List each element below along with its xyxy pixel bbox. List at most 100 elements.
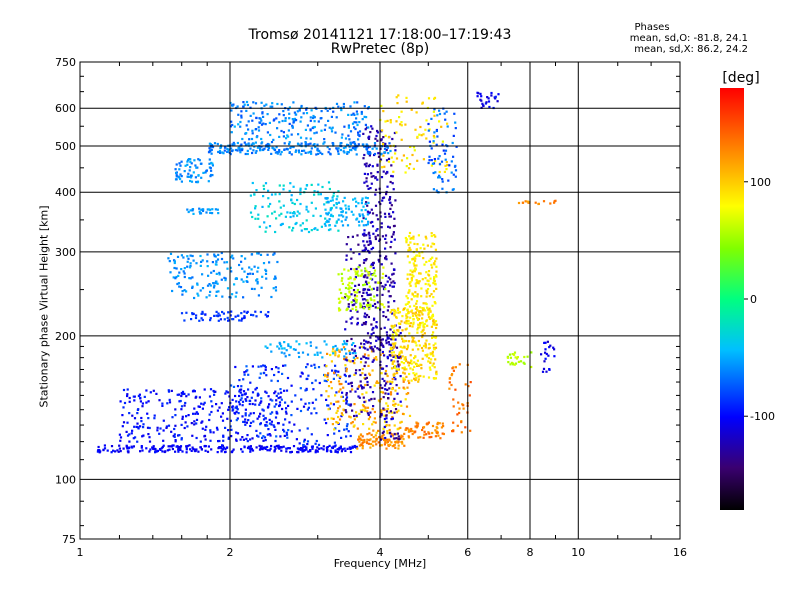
data-point bbox=[425, 119, 428, 122]
data-point bbox=[126, 388, 129, 391]
data-point bbox=[405, 368, 408, 371]
data-point bbox=[426, 353, 429, 356]
data-point bbox=[365, 224, 368, 227]
data-point bbox=[277, 370, 280, 374]
data-point bbox=[337, 147, 340, 150]
data-point bbox=[413, 312, 416, 315]
data-point bbox=[239, 151, 242, 154]
data-point bbox=[451, 430, 454, 433]
data-point bbox=[368, 307, 371, 311]
data-point bbox=[369, 305, 372, 308]
data-point bbox=[337, 273, 340, 276]
data-point bbox=[273, 210, 276, 213]
data-point bbox=[216, 142, 219, 146]
data-point bbox=[218, 271, 221, 274]
data-point bbox=[355, 153, 358, 156]
data-point bbox=[369, 303, 372, 306]
data-point bbox=[432, 296, 435, 299]
data-point bbox=[400, 404, 403, 407]
data-point bbox=[217, 290, 220, 293]
data-point bbox=[454, 388, 457, 391]
data-point bbox=[209, 388, 213, 391]
data-point bbox=[395, 120, 398, 123]
data-point bbox=[376, 171, 379, 174]
data-point bbox=[346, 151, 349, 154]
data-point bbox=[243, 310, 246, 313]
data-point bbox=[542, 367, 546, 370]
colorbar-tick-label: 100 bbox=[750, 176, 771, 189]
data-point bbox=[215, 294, 218, 297]
data-point bbox=[365, 148, 369, 151]
data-point bbox=[244, 418, 247, 421]
data-point bbox=[367, 354, 370, 357]
data-point bbox=[393, 324, 396, 327]
data-point bbox=[387, 397, 390, 400]
data-point bbox=[276, 151, 279, 154]
data-point bbox=[452, 173, 455, 176]
data-point bbox=[329, 214, 332, 217]
data-point bbox=[385, 382, 388, 385]
data-point bbox=[352, 112, 355, 115]
data-point bbox=[392, 285, 395, 288]
data-point bbox=[384, 283, 387, 286]
data-point bbox=[368, 237, 371, 240]
data-point bbox=[441, 140, 444, 143]
data-point bbox=[490, 91, 493, 95]
data-point bbox=[208, 147, 211, 150]
data-point bbox=[297, 149, 300, 152]
data-point bbox=[357, 274, 360, 277]
data-point bbox=[431, 256, 434, 259]
data-point bbox=[414, 128, 417, 131]
data-point bbox=[310, 109, 313, 112]
data-point bbox=[189, 174, 193, 177]
data-point bbox=[332, 445, 335, 448]
data-point bbox=[117, 450, 120, 453]
data-point bbox=[231, 398, 234, 401]
data-point bbox=[427, 431, 430, 434]
data-point bbox=[408, 381, 411, 385]
data-point bbox=[387, 276, 390, 279]
data-point bbox=[386, 407, 390, 410]
data-point bbox=[367, 243, 370, 246]
data-point bbox=[349, 141, 352, 144]
data-point bbox=[411, 293, 414, 296]
data-point bbox=[372, 348, 375, 351]
data-point bbox=[209, 146, 212, 149]
data-point bbox=[280, 129, 283, 133]
data-point bbox=[397, 440, 400, 443]
data-point bbox=[396, 102, 399, 105]
data-point bbox=[250, 137, 254, 141]
data-point bbox=[411, 314, 415, 318]
y-tick-label: 300 bbox=[55, 246, 76, 259]
data-point bbox=[186, 425, 189, 428]
data-point bbox=[347, 205, 350, 208]
data-point bbox=[284, 355, 287, 358]
data-point bbox=[398, 353, 401, 357]
data-point bbox=[389, 410, 392, 413]
data-point bbox=[189, 254, 192, 257]
data-point bbox=[153, 414, 156, 417]
data-point bbox=[342, 215, 345, 218]
data-point bbox=[208, 395, 212, 398]
data-point bbox=[388, 443, 391, 446]
data-point bbox=[433, 377, 436, 380]
data-point bbox=[235, 400, 238, 403]
data-point bbox=[376, 306, 379, 310]
data-point bbox=[271, 212, 274, 215]
data-point bbox=[376, 218, 380, 221]
data-point bbox=[361, 249, 364, 252]
data-point bbox=[380, 372, 383, 375]
data-point bbox=[363, 353, 367, 356]
data-point bbox=[394, 309, 397, 312]
data-point bbox=[186, 255, 189, 258]
data-point bbox=[360, 443, 363, 447]
data-point bbox=[393, 443, 396, 446]
data-point bbox=[553, 355, 556, 358]
data-point bbox=[341, 277, 344, 280]
data-point bbox=[341, 224, 345, 227]
data-point bbox=[381, 276, 384, 279]
data-point bbox=[404, 358, 407, 361]
data-point bbox=[267, 148, 270, 151]
data-point bbox=[430, 316, 433, 319]
data-point bbox=[431, 313, 434, 316]
